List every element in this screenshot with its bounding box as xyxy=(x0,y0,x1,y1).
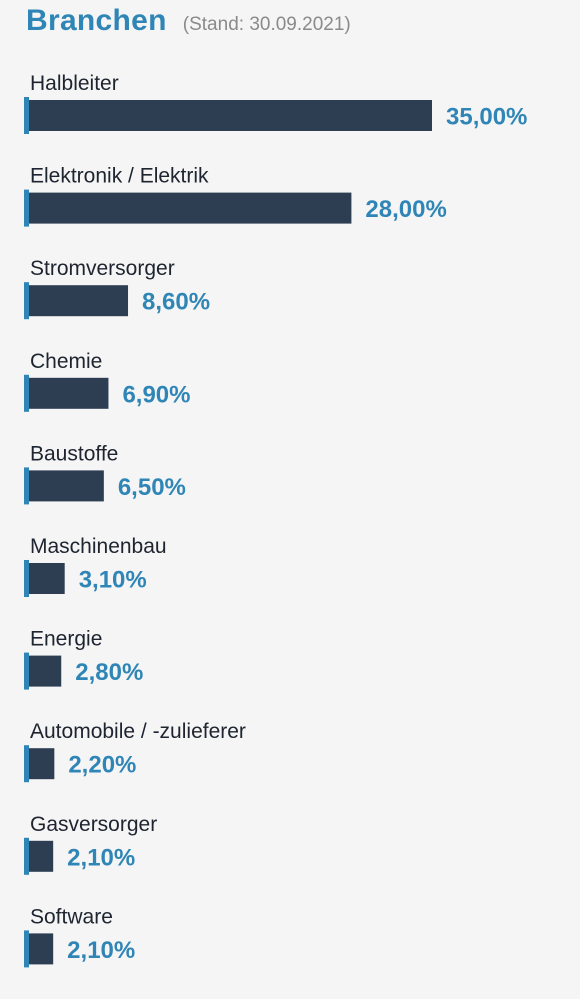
value-label: 6,90% xyxy=(122,381,190,408)
bar-row: Automobile / -zulieferer 2,20% xyxy=(24,720,246,783)
bar xyxy=(29,470,104,502)
value-label: 2,10% xyxy=(67,844,135,871)
category-label: Halbleiter xyxy=(30,72,119,95)
bar-accent-marker xyxy=(24,467,29,505)
bar-accent-marker xyxy=(24,374,29,412)
bar xyxy=(29,285,129,317)
category-label: Stromversorger xyxy=(30,257,175,280)
bar xyxy=(29,192,352,224)
bar xyxy=(29,100,432,131)
bar-accent-marker xyxy=(24,189,29,227)
bar-row: Software 2,10% xyxy=(24,905,135,968)
bar xyxy=(29,933,54,965)
value-label: 6,50% xyxy=(118,474,186,501)
bar-row: Chemie 6,90% xyxy=(24,350,191,412)
bar-accent-marker xyxy=(24,97,29,134)
bar-accent-marker xyxy=(24,930,29,968)
value-label: 2,80% xyxy=(75,659,143,686)
bar-row: Stromversorger 8,60% xyxy=(24,257,210,320)
category-label: Elektronik / Elektrik xyxy=(30,165,209,188)
bar-row: Gasversorger 2,10% xyxy=(24,813,157,875)
value-label: 3,10% xyxy=(79,567,147,594)
bar-row: Elektronik / Elektrik 28,00% xyxy=(24,165,447,227)
bar-row: Halbleiter 35,00% xyxy=(24,72,527,134)
bar xyxy=(29,840,54,872)
chart-subtitle: (Stand: 30.09.2021) xyxy=(182,14,351,35)
category-label: Automobile / -zulieferer xyxy=(30,720,246,743)
category-label: Gasversorger xyxy=(30,813,157,836)
category-label: Energie xyxy=(30,628,102,651)
value-label: 28,00% xyxy=(365,196,446,223)
chart-title: Branchen xyxy=(26,4,167,37)
bar-row: Energie 2,80% xyxy=(24,628,143,690)
category-label: Software xyxy=(30,905,113,928)
value-label: 2,10% xyxy=(67,937,135,964)
bar-accent-marker xyxy=(24,282,29,320)
value-label: 35,00% xyxy=(446,104,527,131)
bar-row: Maschinenbau 3,10% xyxy=(24,535,167,597)
bar xyxy=(29,563,65,594)
bar-accent-marker xyxy=(24,652,29,690)
bar-accent-marker xyxy=(24,837,29,875)
bar xyxy=(29,655,62,687)
category-label: Maschinenbau xyxy=(30,535,167,558)
chart-header: Branchen (Stand: 30.09.2021) xyxy=(26,4,351,44)
category-label: Chemie xyxy=(30,350,102,373)
bar xyxy=(29,748,55,780)
bar xyxy=(29,377,109,409)
value-label: 2,20% xyxy=(68,752,136,779)
value-label: 8,60% xyxy=(142,289,210,316)
category-label: Baustoffe xyxy=(30,442,118,465)
bar-accent-marker xyxy=(24,745,29,783)
bar-accent-marker xyxy=(24,560,29,597)
